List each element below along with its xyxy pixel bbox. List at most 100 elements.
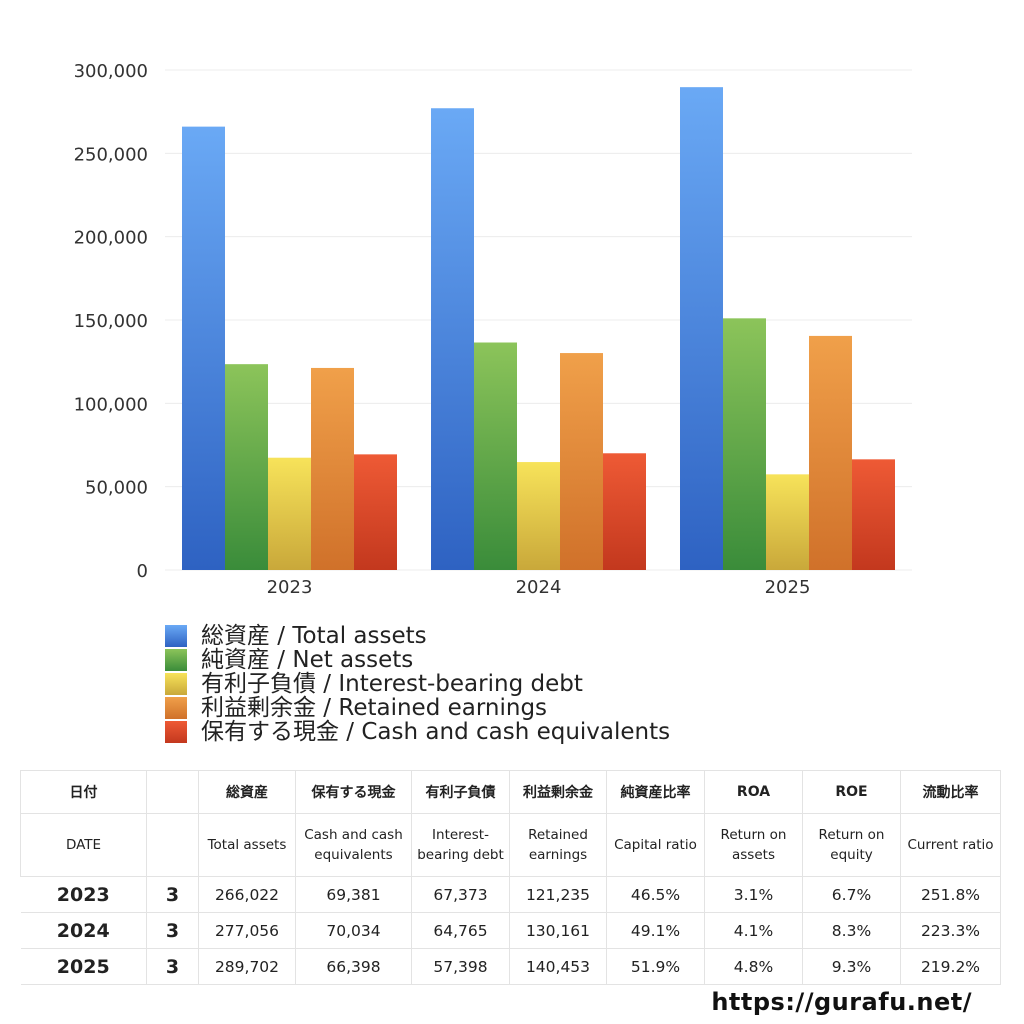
bar (225, 364, 268, 570)
legend-swatch (165, 697, 187, 719)
table-cell: 121,235 (509, 876, 607, 913)
legend-item: 総資産 / Total assets (165, 624, 670, 648)
table-cell: 277,056 (198, 912, 296, 949)
bar (809, 335, 852, 570)
table-cell: 3.1% (704, 876, 803, 913)
table-cell: 64,765 (411, 912, 510, 949)
x-tick-label: 2024 (516, 577, 562, 598)
bar (182, 126, 225, 570)
header-cell: 保有する現金 (295, 770, 412, 814)
bar (852, 459, 895, 570)
table-cell: 251.8% (900, 876, 1001, 913)
legend-item: 保有する現金 / Cash and cash equivalents (165, 720, 670, 744)
y-tick-label: 250,000 (74, 144, 148, 165)
table-cell: 2024 (20, 912, 147, 949)
table-cell: 3 (146, 912, 199, 949)
header-cell: Interest-bearing debt (411, 813, 510, 877)
header-cell: ROE (802, 770, 901, 814)
y-tick-label: 0 (137, 561, 148, 582)
legend-label: 総資産 / Total assets (201, 623, 427, 649)
y-tick-label: 300,000 (74, 61, 148, 82)
legend-label: 保有する現金 / Cash and cash equivalents (201, 719, 671, 745)
header-cell: ROA (704, 770, 803, 814)
table-row: 2025 3 289,702 66,398 57,398 140,453 51.9% 4.8%… (20, 948, 1001, 985)
bar (431, 108, 474, 571)
table-cell: 2023 (20, 876, 147, 913)
table-cell: 49.1% (606, 912, 705, 949)
y-tick-label: 150,000 (74, 311, 148, 332)
header-cell: Return on assets (704, 813, 803, 877)
bar (354, 454, 397, 570)
header-cell: 純資産比率 (606, 770, 705, 814)
bar-chart: 0 50,000 100,000 150,000 200,000 250,000 300,0… (74, 61, 912, 598)
header-cell: Total assets (198, 813, 296, 877)
header-cell: Current ratio (900, 813, 1001, 877)
bars (182, 87, 895, 571)
bar (517, 462, 560, 570)
table-cell: 67,373 (411, 876, 510, 913)
table-cell: 46.5% (606, 876, 705, 913)
legend-label: 純資産 / Net assets (201, 647, 414, 673)
table-row: 2023 3 266,022 69,381 67,373 121,235 46.5% 3.1%… (20, 876, 1001, 913)
table-header-en: DATE Total assets Cash and cash equivalent… (20, 813, 1001, 877)
header-cell (146, 770, 199, 814)
y-tick-label: 50,000 (85, 478, 148, 499)
table-body: 2023 3 266,022 69,381 67,373 121,235 46.5% 3.1%… (20, 876, 1001, 985)
header-cell: DATE (20, 813, 147, 877)
bar (680, 87, 723, 570)
table-cell: 66,398 (295, 948, 412, 985)
header-cell: Capital ratio (606, 813, 705, 877)
header-cell: 有利子負債 (411, 770, 510, 814)
table-cell: 8.3% (802, 912, 901, 949)
table-cell: 266,022 (198, 876, 296, 913)
table-cell: 51.9% (606, 948, 705, 985)
legend-swatch (165, 649, 187, 671)
legend-item: 有利子負債 / Interest-bearing debt (165, 672, 670, 696)
legend-label: 有利子負債 / Interest-bearing debt (201, 671, 583, 697)
x-tick-label: 2025 (765, 577, 811, 598)
site-url: https://gurafu.net/ (711, 988, 972, 1016)
legend-item: 利益剰余金 / Retained earnings (165, 696, 670, 720)
header-cell (146, 813, 199, 877)
chart-legend: 総資産 / Total assets 純資産 / Net assets 有利子負債 … (165, 624, 670, 744)
bar (603, 453, 646, 570)
y-tick-label: 100,000 (74, 394, 148, 415)
table-cell: 4.1% (704, 912, 803, 949)
legend-swatch (165, 625, 187, 647)
table-cell: 2025 (20, 948, 147, 985)
bar (766, 474, 809, 570)
header-cell: 流動比率 (900, 770, 1001, 814)
table-cell: 4.8% (704, 948, 803, 985)
table-cell: 6.7% (802, 876, 901, 913)
table-cell: 130,161 (509, 912, 607, 949)
bar (268, 457, 311, 570)
bar (560, 353, 603, 570)
financial-table: 日付 総資産 保有する現金 有利子負債 利益剰余金 純資産比率 ROA ROE 流動比率 DAT… (20, 770, 1001, 985)
table-cell: 3 (146, 876, 199, 913)
legend-label: 利益剰余金 / Retained earnings (201, 695, 548, 721)
header-cell: Cash and cash equivalents (295, 813, 412, 877)
bar (311, 367, 354, 570)
table-cell: 223.3% (900, 912, 1001, 949)
header-cell: 総資産 (198, 770, 296, 814)
bar (723, 318, 766, 570)
y-axis-ticks: 0 50,000 100,000 150,000 200,000 250,000 300,0… (74, 61, 148, 582)
table-cell: 289,702 (198, 948, 296, 985)
table-cell: 219.2% (900, 948, 1001, 985)
table-cell: 70,034 (295, 912, 412, 949)
table-row: 2024 3 277,056 70,034 64,765 130,161 49.1% 4.1%… (20, 912, 1001, 949)
x-axis-ticks: 2023 2024 2025 (267, 577, 811, 598)
table-cell: 9.3% (802, 948, 901, 985)
table-cell: 57,398 (411, 948, 510, 985)
table-cell: 140,453 (509, 948, 607, 985)
x-tick-label: 2023 (267, 577, 313, 598)
legend-item: 純資産 / Net assets (165, 648, 670, 672)
legend-swatch (165, 673, 187, 695)
y-tick-label: 200,000 (74, 228, 148, 249)
table-cell: 69,381 (295, 876, 412, 913)
bar (474, 342, 517, 570)
legend-swatch (165, 721, 187, 743)
header-cell: 日付 (20, 770, 147, 814)
table-cell: 3 (146, 948, 199, 985)
table-header-jp: 日付 総資産 保有する現金 有利子負債 利益剰余金 純資産比率 ROA ROE 流動比率 (20, 770, 1001, 814)
